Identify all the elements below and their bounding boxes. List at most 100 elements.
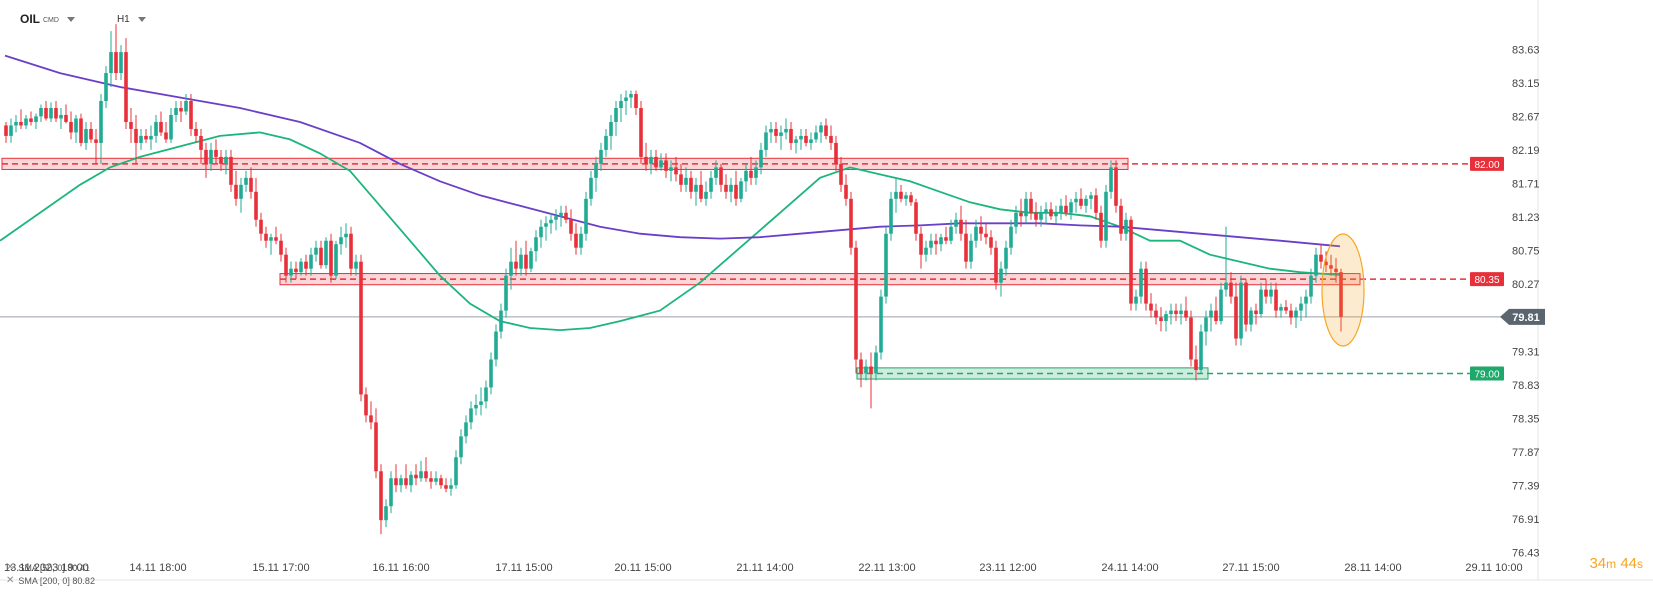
candle [1189, 310, 1193, 367]
candle [1049, 202, 1053, 220]
candle-body [84, 128, 88, 143]
candle-body [574, 233, 578, 248]
candle-body [349, 233, 353, 269]
candle-body [1064, 205, 1068, 213]
candle [359, 254, 363, 402]
candle-body [874, 352, 878, 374]
candle [209, 142, 213, 171]
timeframe-selector[interactable]: H1 [116, 13, 130, 25]
candle [1249, 307, 1253, 332]
candle-body [799, 135, 803, 140]
candle [1109, 160, 1113, 199]
candle [214, 139, 218, 164]
candle-body [1189, 317, 1193, 360]
candle [389, 471, 393, 514]
level-tag-resistance [1470, 156, 1504, 171]
candle [1204, 310, 1208, 346]
candle [929, 233, 933, 255]
candle [759, 142, 763, 175]
candle [1229, 272, 1233, 304]
candle [334, 240, 338, 280]
candle [104, 66, 108, 108]
candle-body [664, 160, 668, 171]
candle [444, 478, 448, 493]
y-tick-label: 78.35 [1512, 413, 1540, 425]
candle-body [1239, 282, 1243, 339]
level-tag-label: 82.00 [1474, 160, 1499, 171]
current-price-label: 79.81 [1512, 312, 1540, 324]
y-tick-label: 79.31 [1512, 346, 1540, 358]
symbol-name[interactable]: OIL [20, 12, 40, 26]
candle-body [224, 156, 228, 164]
candle [1164, 310, 1168, 332]
candle-body [299, 261, 303, 273]
candle [684, 167, 688, 192]
timeframe-dropdown-chevron-icon[interactable] [137, 16, 146, 22]
candle-body [744, 170, 748, 182]
candle-body [129, 121, 133, 129]
candle [124, 38, 128, 129]
candle-body [684, 177, 688, 185]
candle [1159, 307, 1163, 332]
candle [304, 254, 308, 276]
candle [814, 125, 818, 143]
candle-body [324, 240, 328, 266]
y-tick-label: 83.63 [1512, 45, 1540, 57]
candle-body [649, 156, 653, 164]
candle-body [144, 135, 148, 140]
candle-body [259, 219, 263, 234]
candle-body [454, 457, 458, 486]
candle [689, 170, 693, 199]
candle [819, 121, 823, 143]
x-tick-label: 14.11 18:00 [129, 562, 186, 574]
remove-sma50-close-icon[interactable]: ✕ [6, 562, 15, 573]
candle [1154, 303, 1158, 325]
candle-body [1129, 219, 1133, 304]
candle [134, 114, 138, 164]
candle [69, 111, 73, 140]
candle-body [99, 100, 103, 143]
candle-body [1309, 275, 1313, 297]
candle [569, 209, 573, 241]
candle [984, 223, 988, 245]
candle [874, 345, 878, 381]
candle [1294, 307, 1298, 329]
candle-body [879, 296, 883, 353]
candle-body [69, 121, 73, 133]
candle [499, 303, 503, 339]
candle-body [1099, 212, 1103, 241]
candle [429, 471, 433, 489]
candle [884, 226, 888, 304]
candle-body [549, 219, 553, 224]
candle [494, 324, 498, 367]
candle [619, 94, 623, 122]
candle [1339, 268, 1343, 332]
candle-body [924, 247, 928, 255]
legend-sma200-label: SMA [200, 0] 80.82 [18, 575, 95, 586]
candle [459, 429, 463, 465]
remove-sma200-close-icon[interactable]: ✕ [6, 575, 15, 586]
candle [339, 226, 343, 255]
candle-body [499, 310, 503, 332]
candle [899, 184, 903, 203]
candle [29, 111, 33, 126]
candle [184, 94, 188, 115]
candle-body [1074, 198, 1078, 203]
symbol-dropdown-chevron-icon[interactable] [66, 16, 75, 22]
candle [144, 128, 148, 143]
candle-body [1314, 254, 1318, 276]
candle-body [209, 149, 213, 164]
candle-body [1119, 205, 1123, 234]
candle-body [674, 167, 678, 175]
candle [509, 247, 513, 290]
candle-body [184, 100, 188, 112]
candle [839, 156, 843, 192]
candle-body [1014, 212, 1018, 227]
x-tick-label: 27.11 15:00 [1222, 562, 1279, 574]
candle [914, 198, 918, 241]
candle [239, 177, 243, 213]
candle-body [769, 128, 773, 133]
candle-body [794, 139, 798, 143]
candle [54, 100, 58, 122]
